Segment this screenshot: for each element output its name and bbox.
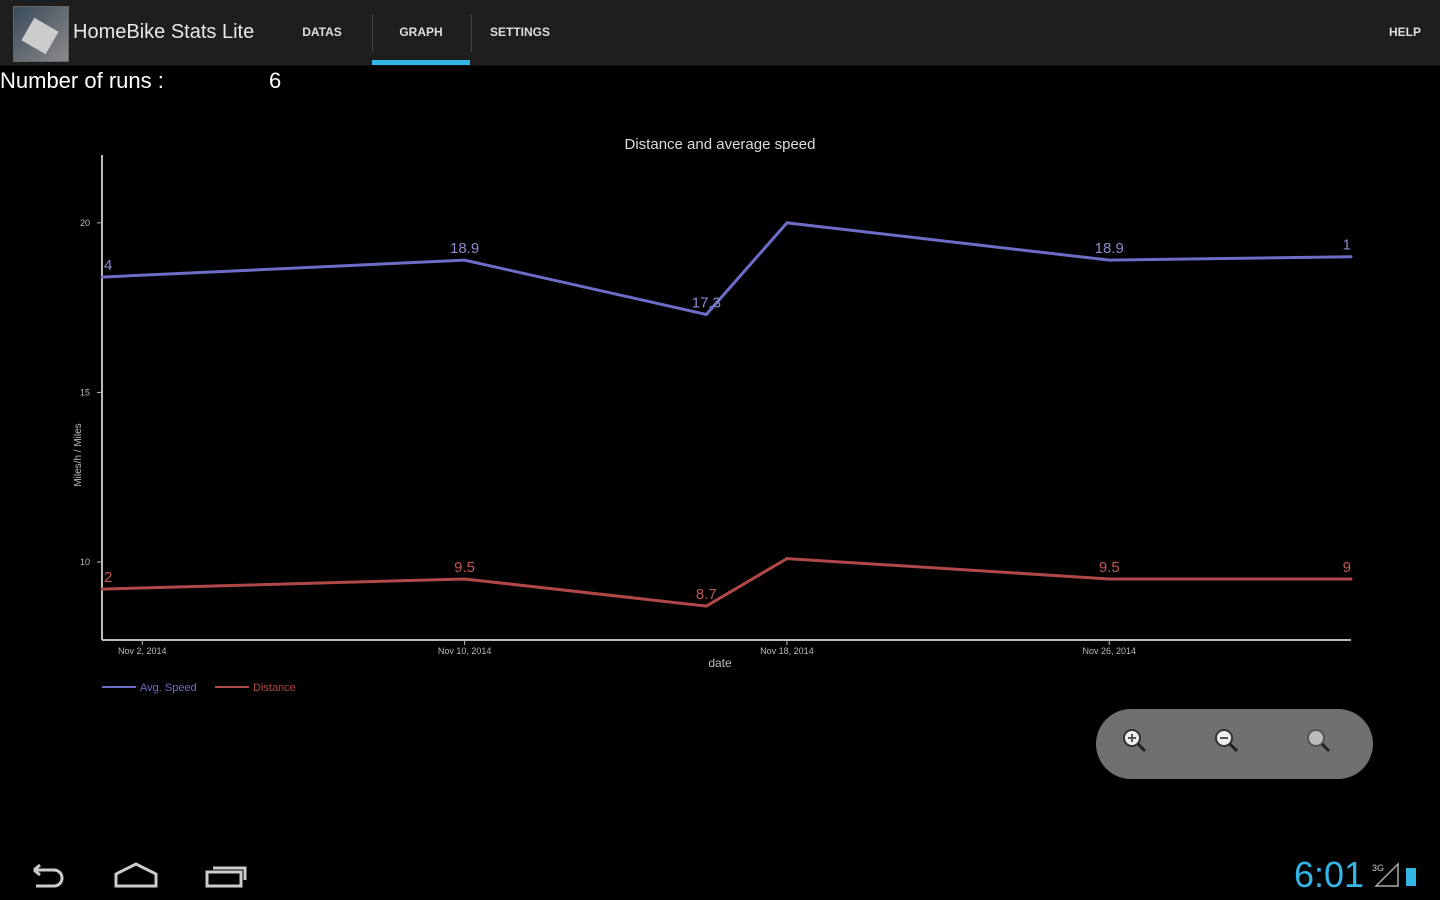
tab-graph[interactable]: GRAPH xyxy=(372,0,470,65)
zoom-out-icon[interactable] xyxy=(1210,724,1244,758)
data-point xyxy=(785,221,789,225)
help-button[interactable]: HELP xyxy=(1388,25,1421,39)
x-tick-label: Nov 18, 2014 xyxy=(760,646,814,656)
y-tick-label: 10 xyxy=(80,557,90,567)
y-tick-label: 20 xyxy=(80,218,90,228)
tab-datas[interactable]: DATAS xyxy=(302,25,342,39)
data-point xyxy=(463,258,467,262)
zoom-in-icon[interactable] xyxy=(1118,724,1152,758)
x-tick-label: Nov 10, 2014 xyxy=(438,646,492,656)
tab-settings[interactable]: SETTINGS xyxy=(489,25,550,39)
data-point xyxy=(704,604,708,608)
legend-label-distance: Distance xyxy=(253,682,296,694)
data-point xyxy=(1107,577,1111,581)
x-axis-label: date xyxy=(708,656,732,670)
recent-apps-button[interactable] xyxy=(204,860,250,892)
back-button[interactable] xyxy=(24,860,68,892)
series-line-distance xyxy=(101,557,1351,608)
series-line-speed xyxy=(101,221,1352,317)
tab-divider xyxy=(372,14,373,52)
data-label: 1 xyxy=(1343,237,1351,254)
data-point xyxy=(1349,577,1353,581)
x-tick-label: Nov 2, 2014 xyxy=(118,646,167,656)
data-label: 18.9 xyxy=(450,240,479,257)
data-label: 2 xyxy=(104,569,112,586)
data-point xyxy=(1107,258,1111,262)
line-chart: Distance and average speed Miles/h / Mil… xyxy=(73,136,1353,694)
status-icons: 3G xyxy=(1372,862,1416,887)
x-tick-label: Nov 26, 2014 xyxy=(1082,646,1136,656)
tab-divider xyxy=(471,14,472,52)
data-point xyxy=(1349,255,1353,259)
data-point xyxy=(463,577,467,581)
runs-label: Number of runs : xyxy=(0,68,164,93)
legend: Avg. Speed Distance xyxy=(102,682,296,694)
action-bar: HomeBike Stats Lite DATAS GRAPH SETTINGS… xyxy=(0,0,1440,66)
runs-value: 6 xyxy=(269,68,282,93)
legend-label-speed: Avg. Speed xyxy=(140,682,197,694)
chart-title: Distance and average speed xyxy=(625,136,816,153)
zoom-reset-icon[interactable] xyxy=(1302,724,1336,758)
data-label: 17.3 xyxy=(692,294,721,311)
home-button[interactable] xyxy=(113,860,159,892)
data-point xyxy=(100,587,104,591)
data-label: 9.5 xyxy=(1099,559,1120,576)
data-label: 9.5 xyxy=(454,559,475,576)
data-label: 9 xyxy=(1343,559,1351,576)
signal-icon xyxy=(1374,862,1399,887)
app-title: HomeBike Stats Lite xyxy=(73,21,255,43)
battery-icon xyxy=(1406,868,1416,886)
data-label: 4 xyxy=(104,257,112,274)
app-logo-icon xyxy=(13,6,69,62)
y-axis-label: Miles/h / Miles xyxy=(73,423,84,486)
status-clock: 6:01 xyxy=(1294,854,1365,895)
network-type-label: 3G xyxy=(1372,863,1384,873)
data-label: 18.9 xyxy=(1095,240,1124,257)
data-label: 8.7 xyxy=(696,586,717,603)
y-tick-label: 15 xyxy=(80,387,90,397)
data-point xyxy=(100,275,104,279)
zoom-controls xyxy=(1096,709,1373,779)
data-point xyxy=(785,557,789,561)
data-point xyxy=(704,312,708,316)
